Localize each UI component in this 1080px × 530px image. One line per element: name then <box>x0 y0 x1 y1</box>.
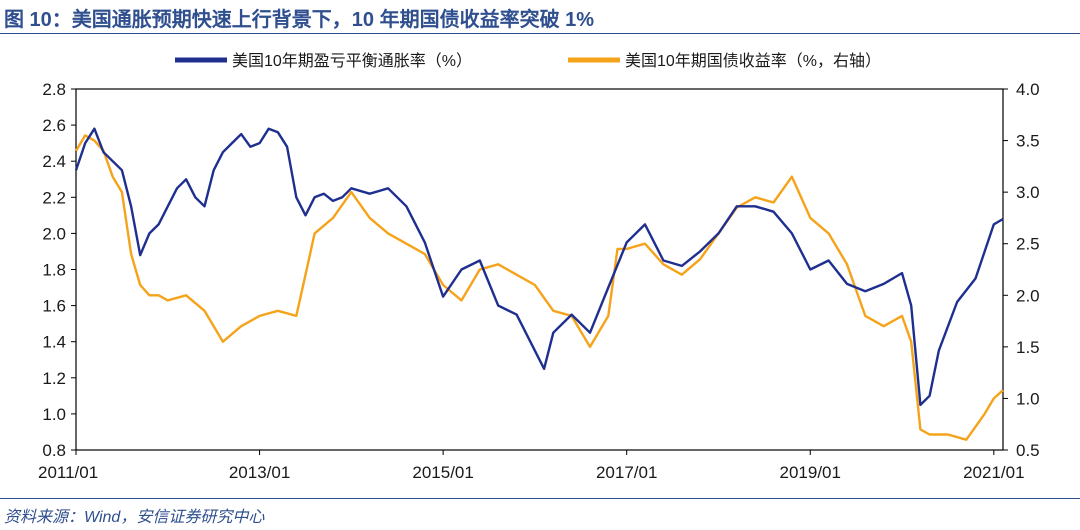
legend-label-series-1: 美国10年期盈亏平衡通胀率（%） <box>232 52 472 70</box>
source-note: 资料来源：Wind，安信证券研究中心 <box>4 509 265 526</box>
left-tick-label: 1.4 <box>42 333 66 352</box>
left-tick-label: 1.6 <box>42 297 66 316</box>
x-tick-label: 2011/01 <box>38 463 98 482</box>
legend-label-series-2: 美国10年期国债收益率（%，右轴） <box>625 52 881 70</box>
legend: 美国10年期盈亏平衡通胀率（%） 美国10年期国债收益率（%，右轴） <box>175 52 881 70</box>
right-axis: 0.5 1.0 1.5 2.0 2.5 3.0 3.5 4.0 <box>1003 80 1040 460</box>
left-tick-label: 2.6 <box>42 116 66 135</box>
x-tick-label: 2013/01 <box>229 463 290 482</box>
left-tick-label: 1.0 <box>42 405 66 424</box>
left-tick-label: 2.4 <box>42 152 66 171</box>
series-us-10y-breakeven-inflation <box>74 127 1004 407</box>
x-tick-label: 2021/01 <box>963 463 1024 482</box>
left-axis: 0.8 1.0 1.2 1.4 1.6 1.8 2.0 2.2 2.4 2.6 2.8 <box>42 80 76 460</box>
right-tick-label: 3.5 <box>1016 132 1040 151</box>
x-tick-label: 2019/01 <box>780 463 841 482</box>
left-tick-label: 2.8 <box>42 80 66 99</box>
right-tick-label: 1.5 <box>1016 338 1040 357</box>
x-tick-label: 2017/01 <box>596 463 657 482</box>
series-us-10y-treasury-yield <box>74 134 1004 441</box>
left-tick-label: 2.2 <box>42 188 66 207</box>
plot-area <box>75 88 1004 451</box>
right-tick-label: 3.0 <box>1016 183 1040 202</box>
figure-title: 图 10：美国通胀预期快速上行背景下，10 年期国债收益率突破 1% <box>4 9 595 31</box>
left-tick-label: 0.8 <box>42 441 66 460</box>
x-axis: 2011/01 2013/01 2015/01 2017/01 2019/01 2021/… <box>38 450 1025 482</box>
right-tick-label: 0.5 <box>1016 441 1040 460</box>
title-divider <box>0 33 1080 34</box>
x-tick-label: 2015/01 <box>412 463 473 482</box>
source-divider <box>0 498 1080 499</box>
left-tick-label: 2.0 <box>42 224 66 243</box>
left-tick-label: 1.8 <box>42 261 66 280</box>
right-tick-label: 4.0 <box>1016 80 1040 99</box>
right-tick-label: 2.5 <box>1016 235 1040 254</box>
left-tick-label: 1.2 <box>42 369 66 388</box>
right-tick-label: 1.0 <box>1016 389 1040 408</box>
right-tick-label: 2.0 <box>1016 286 1040 305</box>
